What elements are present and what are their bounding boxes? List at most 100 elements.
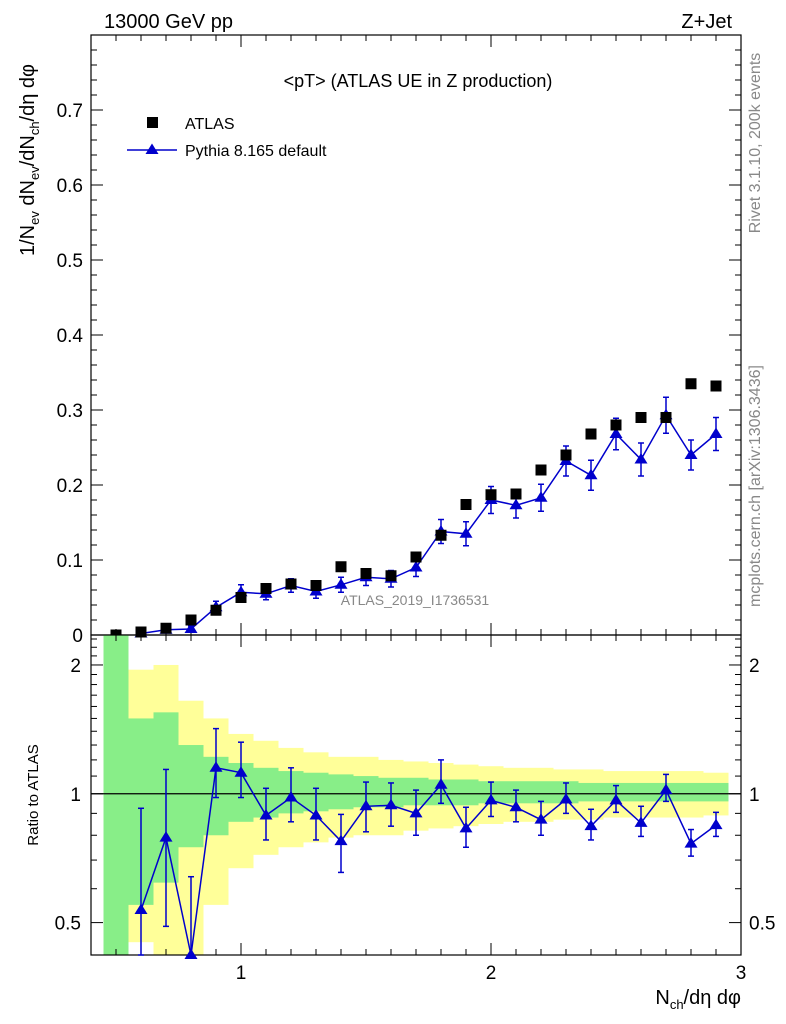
ratio-point bbox=[209, 761, 223, 772]
main-y-tick-label: 0.1 bbox=[57, 551, 83, 572]
main-y-tick-label: 0.4 bbox=[57, 326, 84, 347]
ratio-green-band bbox=[703, 782, 729, 802]
ratio-green-band bbox=[578, 782, 604, 802]
pythia-point bbox=[609, 427, 623, 438]
mcplots-label: mcplots.cern.ch [arXiv:1306.3436] bbox=[747, 365, 764, 607]
ratio-point bbox=[234, 766, 248, 777]
atlas-point bbox=[460, 499, 472, 510]
ratio-point bbox=[259, 808, 273, 820]
atlas-point bbox=[635, 412, 647, 423]
atlas-point bbox=[485, 489, 497, 501]
pythia-point bbox=[709, 427, 723, 438]
atlas-point bbox=[410, 551, 422, 563]
ratio-point bbox=[509, 800, 523, 812]
atlas-point bbox=[185, 614, 197, 626]
pythia-point bbox=[334, 578, 348, 589]
x-tick-label: 1 bbox=[236, 963, 247, 984]
legend-pythia-label: Pythia 8.165 default bbox=[185, 143, 327, 160]
atlas-point bbox=[660, 412, 672, 423]
ratio-y-tick-label-right: 2 bbox=[749, 656, 760, 677]
atlas-point bbox=[560, 449, 572, 461]
rivet-version-label: Rivet 3.1.10, 200k events bbox=[747, 53, 764, 234]
ratio-y-tick-label: 0.5 bbox=[55, 914, 81, 935]
pythia-point bbox=[634, 453, 648, 464]
atlas-point bbox=[385, 570, 397, 582]
legend-pythia-marker bbox=[145, 143, 159, 154]
legend-atlas-label: ATLAS bbox=[185, 116, 235, 133]
main-y-tick-label: 0.3 bbox=[57, 401, 83, 422]
atlas-point bbox=[610, 419, 622, 431]
pythia-point bbox=[184, 622, 198, 633]
atlas-point bbox=[585, 428, 597, 440]
ratio-green-band bbox=[453, 779, 479, 806]
ratio-y-axis-label: Ratio to ATLAS bbox=[25, 744, 42, 845]
atlas-point bbox=[335, 561, 347, 573]
ratio-green-band bbox=[528, 781, 554, 804]
ratio-point bbox=[459, 821, 473, 833]
atlas-point bbox=[535, 464, 547, 476]
pythia-point bbox=[684, 448, 698, 459]
ratio-point bbox=[184, 948, 198, 959]
atlas-point bbox=[310, 580, 322, 591]
ratio-point bbox=[609, 793, 623, 805]
ratio-y-tick-label: 2 bbox=[70, 656, 81, 677]
ratio-green-band bbox=[628, 782, 654, 802]
ratio-point bbox=[334, 834, 348, 846]
ratio-point bbox=[484, 793, 498, 805]
main-y-tick-label: 0.7 bbox=[57, 101, 83, 122]
ratio-point bbox=[284, 791, 298, 802]
x-tick-label: 3 bbox=[736, 963, 747, 984]
main-plot-title: <pT> (ATLAS UE in Z production) bbox=[284, 71, 553, 91]
ratio-point bbox=[534, 813, 548, 824]
header-right: Z+Jet bbox=[681, 11, 732, 33]
atlas-point bbox=[260, 583, 272, 594]
atlas-point bbox=[360, 568, 372, 579]
ratio-point bbox=[659, 783, 673, 795]
ratio-y-tick-label: 1 bbox=[70, 785, 81, 806]
atlas-point bbox=[235, 592, 247, 603]
pythia-point bbox=[409, 561, 423, 572]
ratio-green-band bbox=[103, 635, 129, 955]
legend-atlas-marker bbox=[147, 117, 158, 128]
main-y-tick-label: 0.5 bbox=[57, 251, 83, 272]
atlas-point bbox=[685, 378, 697, 390]
ratio-point bbox=[359, 799, 373, 811]
ratio-point bbox=[434, 778, 448, 789]
pythia-point bbox=[509, 498, 523, 510]
pythia-point bbox=[584, 468, 598, 480]
ratio-green-band bbox=[678, 782, 704, 802]
atlas-point bbox=[435, 529, 447, 541]
ratio-point bbox=[684, 837, 698, 848]
ratio-point bbox=[309, 808, 323, 820]
ratio-point bbox=[559, 792, 573, 804]
ratio-point bbox=[384, 798, 398, 810]
ratio-point bbox=[409, 806, 423, 818]
analysis-watermark: ATLAS_2019_I1736531 bbox=[341, 592, 490, 608]
atlas-point bbox=[285, 578, 297, 590]
pythia-point bbox=[534, 491, 548, 502]
atlas-point bbox=[135, 626, 147, 638]
atlas-point bbox=[510, 488, 522, 500]
atlas-point bbox=[210, 604, 222, 616]
atlas-point bbox=[160, 622, 172, 634]
ratio-green-band bbox=[328, 774, 354, 810]
ratio-point bbox=[584, 819, 598, 831]
ratio-point bbox=[634, 816, 648, 827]
main-y-tick-label: 0.2 bbox=[57, 476, 83, 497]
ratio-point bbox=[159, 831, 173, 842]
ratio-point bbox=[134, 903, 148, 915]
pythia-point bbox=[459, 527, 473, 538]
x-axis-label: Nch/dη dφ bbox=[655, 987, 741, 1012]
ratio-green-band bbox=[178, 745, 204, 848]
main-y-tick-label: 0.6 bbox=[57, 176, 83, 197]
ratio-y-tick-label-right: 1 bbox=[749, 785, 760, 806]
ratio-y-tick-label-right: 0.5 bbox=[749, 914, 775, 935]
header-left: 13000 GeV pp bbox=[104, 11, 233, 33]
main-y-axis-label: 1/Nev dNev/dNch/dη dφ bbox=[17, 64, 42, 256]
main-y-tick-label: 0 bbox=[72, 626, 83, 647]
atlas-point bbox=[710, 380, 722, 392]
x-tick-label: 2 bbox=[486, 963, 497, 984]
ratio-point bbox=[709, 818, 723, 830]
legend: ATLAS Pythia 8.165 default bbox=[127, 116, 327, 160]
